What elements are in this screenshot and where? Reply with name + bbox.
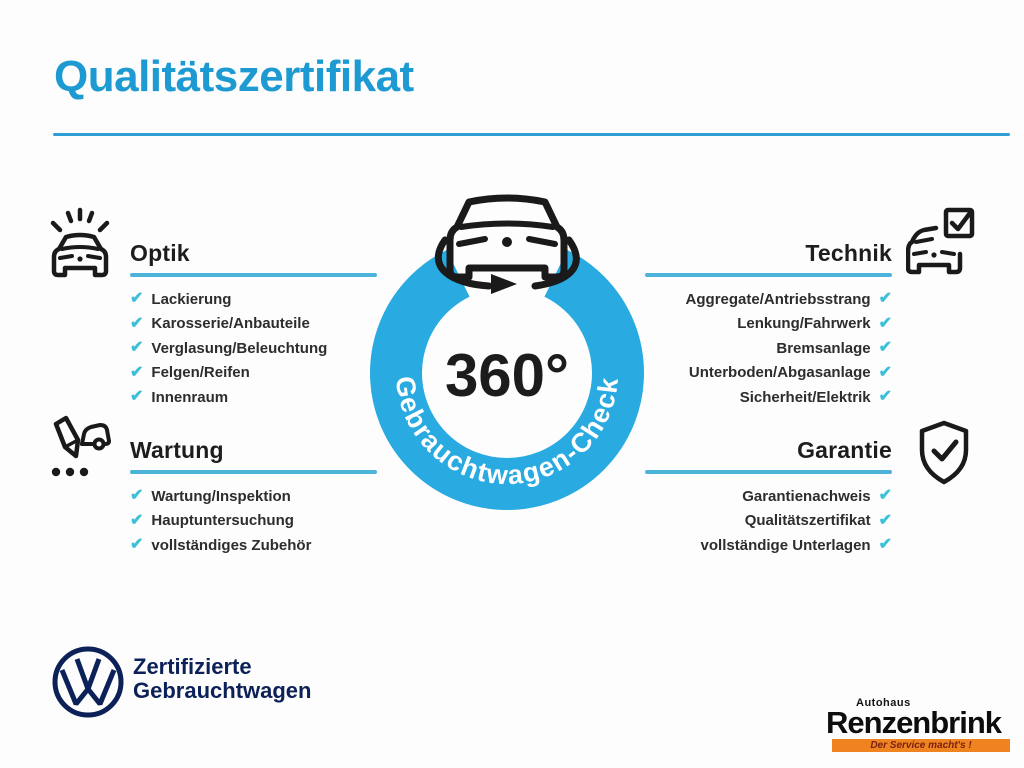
page-title: Qualitätszertifikat (54, 52, 414, 101)
list-item: Bremsanlage ✔ (645, 336, 892, 361)
section-divider (130, 273, 377, 277)
section-heading: Garantie (797, 437, 892, 463)
sparkle-car-icon (45, 205, 115, 287)
check-icon: ✔ (878, 487, 892, 505)
ring-notch (427, 210, 587, 373)
list-item: ✔ vollständiges Zubehör (130, 533, 377, 558)
section-technik: Technik Aggregate/Antriebsstrang ✔ Lenkun… (645, 240, 892, 410)
vw-claim-line2: Gebrauchtwagen (133, 678, 312, 703)
checklist: ✔ Wartung/Inspektion ✔ Hauptuntersuchung ✔… (130, 484, 377, 558)
section-divider (645, 470, 892, 474)
checklist: Garantienachweis ✔ Qualitätszertifikat ✔ v… (645, 484, 892, 558)
list-item: ✔ Lackierung (130, 287, 377, 312)
check-icon: ✔ (130, 388, 144, 406)
list-item: ✔ Wartung/Inspektion (130, 484, 377, 509)
checked-car-icon (906, 206, 976, 288)
vw-claim: Zertifizierte Gebrauchtwagen (133, 655, 311, 703)
dealer-tagline-bar: Der Service macht's ! (832, 739, 1010, 752)
badge-360-check: Gebrauchtwagen-Check 360° (351, 182, 663, 527)
check-icon: ✔ (878, 290, 892, 308)
check-icon: ✔ (130, 290, 144, 308)
check-icon: ✔ (130, 363, 144, 381)
check-item-label: Wartung/Inspektion (151, 487, 291, 505)
check-icon: ✔ (878, 388, 892, 406)
check-icon: ✔ (130, 314, 144, 332)
check-item-label: Aggregate/Antriebsstrang (685, 290, 871, 308)
list-item: Qualitätszertifikat ✔ (645, 509, 892, 534)
section-divider (645, 273, 892, 277)
list-item: Unterboden/Abgasanlage ✔ (645, 361, 892, 386)
check-icon: ✔ (878, 314, 892, 332)
check-icon: ✔ (878, 511, 892, 529)
section-divider (130, 470, 377, 474)
vw-claim-line1: Zertifizierte (133, 654, 252, 679)
checklist: ✔ Lackierung ✔ Karosserie/Anbauteile ✔ Verg… (130, 287, 377, 410)
check-item-label: Qualitätszertifikat (744, 512, 871, 530)
list-item: Lenkung/Fahrwerk ✔ (645, 312, 892, 337)
section-heading: Wartung (130, 437, 224, 463)
check-item-label: Bremsanlage (776, 339, 871, 357)
check-icon: ✔ (130, 536, 144, 554)
check-item-label: Garantienachweis (742, 487, 871, 505)
title-divider (53, 133, 1010, 136)
list-item: Sicherheit/Elektrik ✔ (645, 385, 892, 410)
list-item: Aggregate/Antriebsstrang ✔ (645, 287, 892, 312)
list-item: ✔ Verglasung/Beleuchtung (130, 336, 377, 361)
dealer-logo: Autohaus Renzenbrink Der Service macht's… (826, 697, 1018, 752)
check-item-label: Karosserie/Anbauteile (151, 315, 310, 333)
check-item-label: Verglasung/Beleuchtung (151, 339, 328, 357)
dealer-tagline: Der Service macht's ! (870, 739, 972, 751)
check-item-label: Sicherheit/Elektrik (739, 388, 871, 406)
check-icon: ✔ (878, 339, 892, 357)
list-item: Garantienachweis ✔ (645, 484, 892, 509)
check-icon: ✔ (130, 487, 144, 505)
check-item-label: vollständige Unterlagen (700, 536, 871, 554)
list-item: ✔ Felgen/Reifen (130, 361, 377, 386)
section-garantie: Garantie Garantienachweis ✔ Qualitätszert… (645, 437, 892, 558)
check-item-label: Lackierung (151, 290, 232, 308)
shield-check-icon (914, 420, 974, 486)
service-checklist-icon (46, 414, 114, 486)
check-icon: ✔ (130, 339, 144, 357)
degrees-label: 360° (445, 342, 569, 409)
section-optik: Optik ✔ Lackierung ✔ Karosserie/Anbauteile… (130, 240, 377, 410)
car-rotation-icon (435, 194, 580, 294)
check-item-label: Felgen/Reifen (151, 364, 250, 382)
dealer-logo-line1: Autohaus (856, 697, 911, 709)
check-icon: ✔ (878, 536, 892, 554)
section-heading: Technik (805, 240, 892, 266)
list-item: ✔ Innenraum (130, 385, 377, 410)
list-item: vollständige Unterlagen ✔ (645, 533, 892, 558)
vw-logo-icon (50, 644, 126, 720)
check-icon: ✔ (130, 511, 144, 529)
check-item-label: vollständiges Zubehör (151, 536, 312, 554)
list-item: ✔ Karosserie/Anbauteile (130, 312, 377, 337)
check-item-label: Hauptuntersuchung (151, 512, 294, 530)
list-item: ✔ Hauptuntersuchung (130, 509, 377, 534)
check-item-label: Unterboden/Abgasanlage (688, 364, 871, 382)
section-heading: Optik (130, 240, 190, 266)
check-icon: ✔ (878, 363, 892, 381)
check-item-label: Lenkung/Fahrwerk (737, 315, 871, 333)
checklist: Aggregate/Antriebsstrang ✔ Lenkung/Fahrwe… (645, 287, 892, 410)
dealer-logo-name: Renzenbrink (826, 705, 1002, 740)
section-wartung: Wartung ✔ Wartung/Inspektion ✔ Hauptunters… (130, 437, 377, 558)
check-item-label: Innenraum (151, 388, 229, 406)
